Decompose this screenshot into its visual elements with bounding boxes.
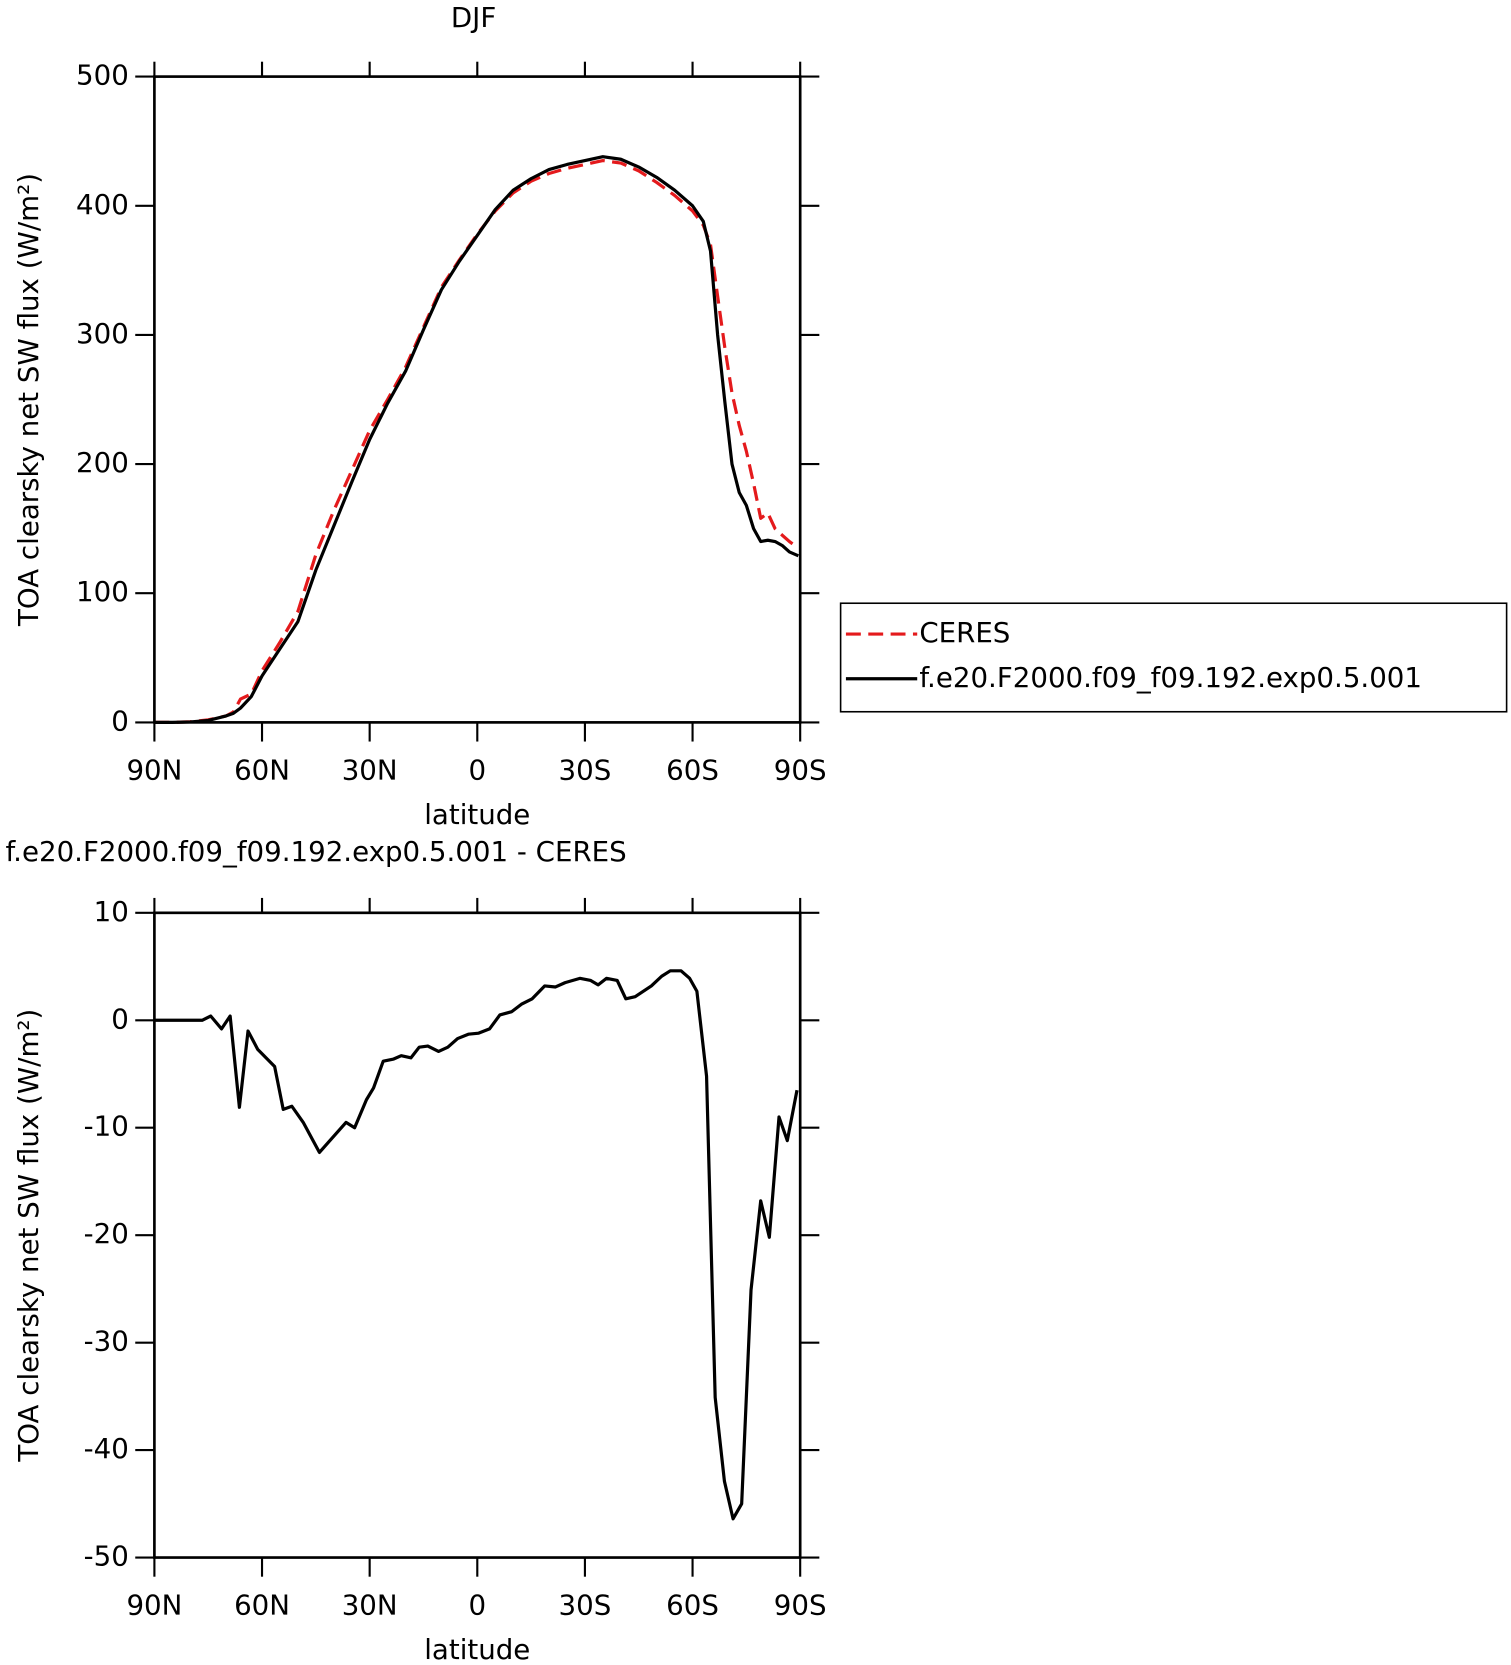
legend-label: f.e20.F2000.f09_f09.192.exp0.5.001: [919, 661, 1422, 694]
x-tick-label: 60N: [234, 1588, 290, 1621]
y-tick-label: 500: [76, 59, 129, 92]
y-axis-label: TOA clearsky net SW flux (W/m²): [12, 173, 45, 627]
x-tick-label: 90N: [126, 1588, 182, 1621]
y-tick-label: -10: [84, 1110, 129, 1143]
y-axis-label: TOA clearsky net SW flux (W/m²): [12, 1009, 45, 1463]
y-tick-label: 400: [76, 188, 129, 221]
y-tick-label: 200: [76, 446, 129, 479]
series-line: [154, 155, 800, 724]
plot-frame: [153, 911, 802, 1559]
y-tick-label: -40: [84, 1432, 129, 1465]
y-tick-label: 100: [76, 575, 129, 608]
plot-frame: [153, 75, 802, 724]
chart-title: DJF: [451, 1, 496, 34]
x-tick-label: 60S: [666, 1588, 719, 1621]
x-tick-label: 90S: [774, 1588, 827, 1621]
y-tick-label: 0: [111, 704, 129, 737]
x-tick-label: 30S: [559, 753, 612, 786]
y-tick-label: -50: [84, 1540, 129, 1573]
x-tick-label: 0: [468, 753, 486, 786]
y-tick-label: -20: [84, 1217, 129, 1250]
y-tick-label: -30: [84, 1325, 129, 1358]
x-axis-label: latitude: [424, 798, 530, 831]
y-tick-label: 300: [76, 317, 129, 350]
legend-box: [839, 602, 1508, 713]
legend-label: CERES: [919, 616, 1010, 649]
x-tick-label: 90S: [774, 753, 827, 786]
x-tick-label: 60N: [234, 753, 290, 786]
x-tick-label: 30S: [559, 1588, 612, 1621]
x-tick-label: 30N: [342, 753, 398, 786]
x-tick-label: 0: [468, 1588, 486, 1621]
series-line: [154, 969, 799, 1521]
chart-title: f.e20.F2000.f09_f09.192.exp0.5.001 - CER…: [5, 835, 626, 868]
y-tick-label: 0: [111, 1002, 129, 1035]
x-tick-label: 90N: [126, 753, 182, 786]
y-tick-label: 10: [94, 895, 129, 928]
x-tick-label: 30N: [342, 1588, 398, 1621]
series-line: [154, 158, 800, 724]
x-tick-label: 60S: [666, 753, 719, 786]
x-axis-label: latitude: [424, 1633, 530, 1665]
